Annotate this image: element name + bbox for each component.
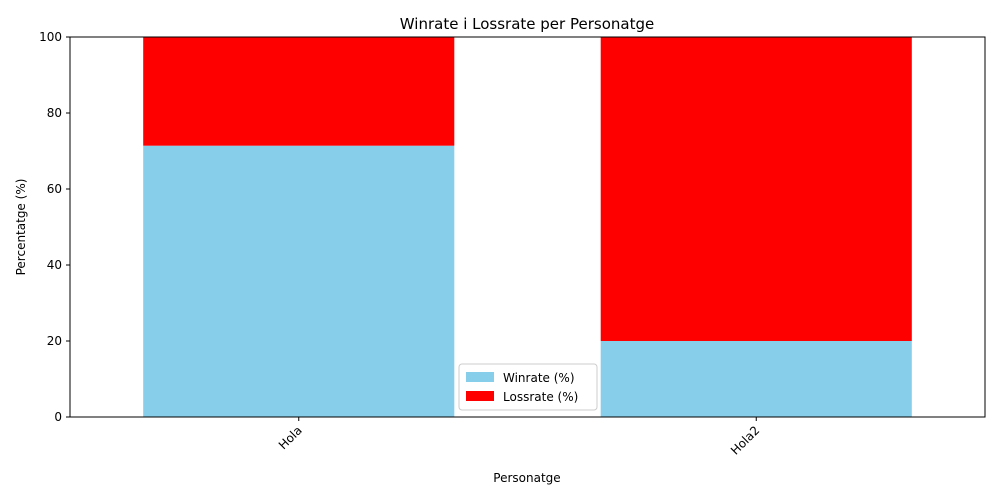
legend-swatch-lossrate [466,391,494,401]
plot-frame [69,36,986,418]
x-tick-label: Hola2 [728,423,762,457]
y-tick-label: 60 [47,182,62,196]
y-tick-label: 100 [39,30,62,44]
y-axis-ticks: 0 20 40 60 80 100 [39,30,70,424]
bar-winrate-1 [600,341,912,417]
bar-lossrate-1 [600,37,912,341]
x-axis-ticks: Hola Hola2 [276,417,762,458]
bar-lossrate-0 [143,37,455,146]
x-axis-label: Personatge [493,471,560,485]
bars-group [143,37,912,417]
y-tick-label: 0 [54,410,62,424]
y-tick-label: 20 [47,334,62,348]
y-axis-label: Percentatge (%) [14,179,28,276]
y-tick-label: 80 [47,106,62,120]
legend: Winrate (%) Lossrate (%) [458,363,598,411]
y-tick-label: 40 [47,258,62,272]
legend-label-lossrate: Lossrate (%) [503,390,578,404]
legend-label-winrate: Winrate (%) [503,371,575,385]
bar-winrate-0 [143,145,455,417]
x-tick-label: Hola [276,423,305,452]
chart-title: Winrate i Lossrate per Personatge [400,15,654,33]
legend-swatch-winrate [466,372,494,382]
